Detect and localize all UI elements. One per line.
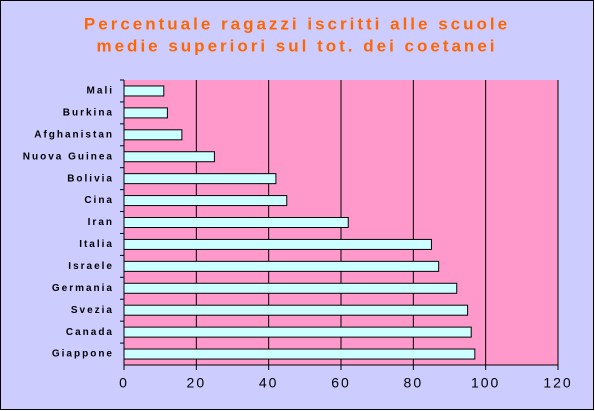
x-tick-label: 100 xyxy=(471,375,500,391)
bar xyxy=(123,173,277,185)
bar xyxy=(123,260,440,272)
y-tick-label: Iran xyxy=(88,217,114,228)
y-tick-label: Mali xyxy=(87,86,114,97)
chart-title: Percentuale ragazzi iscritti alle scuole xyxy=(84,14,510,33)
y-tick-label: Italia xyxy=(79,239,114,250)
bar xyxy=(123,217,349,228)
bar xyxy=(123,195,288,207)
x-tick-label: 0 xyxy=(119,375,129,391)
bar xyxy=(123,151,215,163)
x-tick-label: 60 xyxy=(331,375,351,391)
bar xyxy=(123,282,458,294)
y-tick-label: Bolivia xyxy=(67,173,114,184)
x-tick-label: 120 xyxy=(543,375,572,391)
bar xyxy=(123,304,469,316)
y-tick-label: Nuova Guinea xyxy=(23,151,114,162)
x-tick-label: 40 xyxy=(259,375,279,391)
bar xyxy=(123,348,476,360)
bar xyxy=(123,85,165,97)
y-tick-label: Germania xyxy=(52,283,114,294)
chart-title: medie superiori sul tot. dei coetanei xyxy=(96,36,497,55)
y-tick-label: Giappone xyxy=(52,349,114,360)
y-tick-label: Israele xyxy=(68,261,114,272)
bar xyxy=(123,238,432,250)
x-tick-label: 20 xyxy=(187,375,207,391)
y-tick-label: Canada xyxy=(66,327,114,338)
y-tick-label: Afghanistan xyxy=(34,129,114,140)
y-tick-label: Svezia xyxy=(71,305,114,316)
x-tick-label: 80 xyxy=(404,375,424,391)
bar xyxy=(123,107,168,119)
bar xyxy=(123,129,183,141)
y-tick-label: Cina xyxy=(84,195,114,206)
y-tick-label: Burkina xyxy=(63,108,114,119)
bar xyxy=(123,326,472,338)
